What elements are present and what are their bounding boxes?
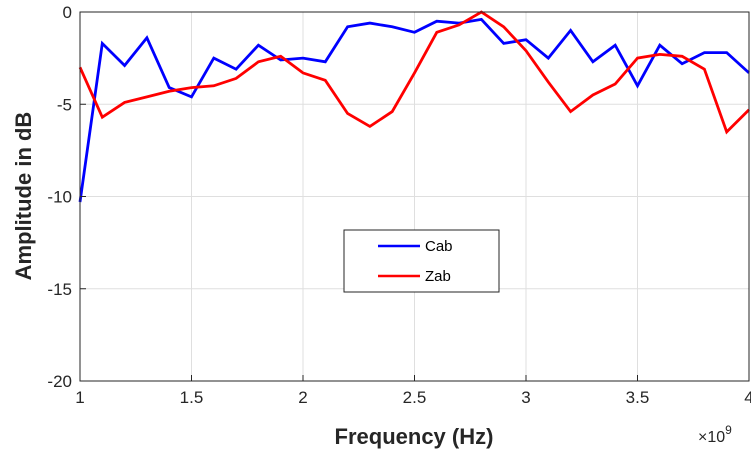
x-multiplier-label: ×109	[698, 423, 732, 446]
x-tick-label: 3.5	[626, 388, 650, 407]
x-tick-label: 3	[521, 388, 530, 407]
x-multiplier-exponent: 9	[725, 423, 732, 437]
series-group	[78, 10, 750, 203]
legend: Cab Zab	[343, 229, 500, 293]
y-tick-label: -20	[47, 372, 72, 391]
x-tick-label: 1.5	[180, 388, 204, 407]
axis-ticks: 1 1.5 2 2.5 3 3.5 4 0 -5 -10 -15 -20	[47, 3, 751, 407]
series-line-zab	[78, 10, 750, 135]
y-axis-label: Amplitude in dB	[11, 112, 36, 281]
y-tick-label: -5	[57, 95, 72, 114]
x-tick-label: 2.5	[403, 388, 427, 407]
legend-label-cab: Cab	[425, 238, 453, 255]
x-tick-label: 2	[298, 388, 307, 407]
y-tick-label: -10	[47, 188, 72, 207]
x-tick-label: 1	[75, 388, 84, 407]
x-multiplier-base: ×10	[698, 429, 725, 446]
legend-box	[343, 229, 500, 293]
series-line-cab	[78, 17, 750, 203]
legend-label-zab: Zab	[425, 268, 451, 285]
y-tick-label: -15	[47, 280, 72, 299]
y-tick-label: 0	[63, 3, 72, 22]
x-tick-label: 4	[744, 388, 751, 407]
x-axis-label: Frequency (Hz)	[335, 424, 494, 449]
